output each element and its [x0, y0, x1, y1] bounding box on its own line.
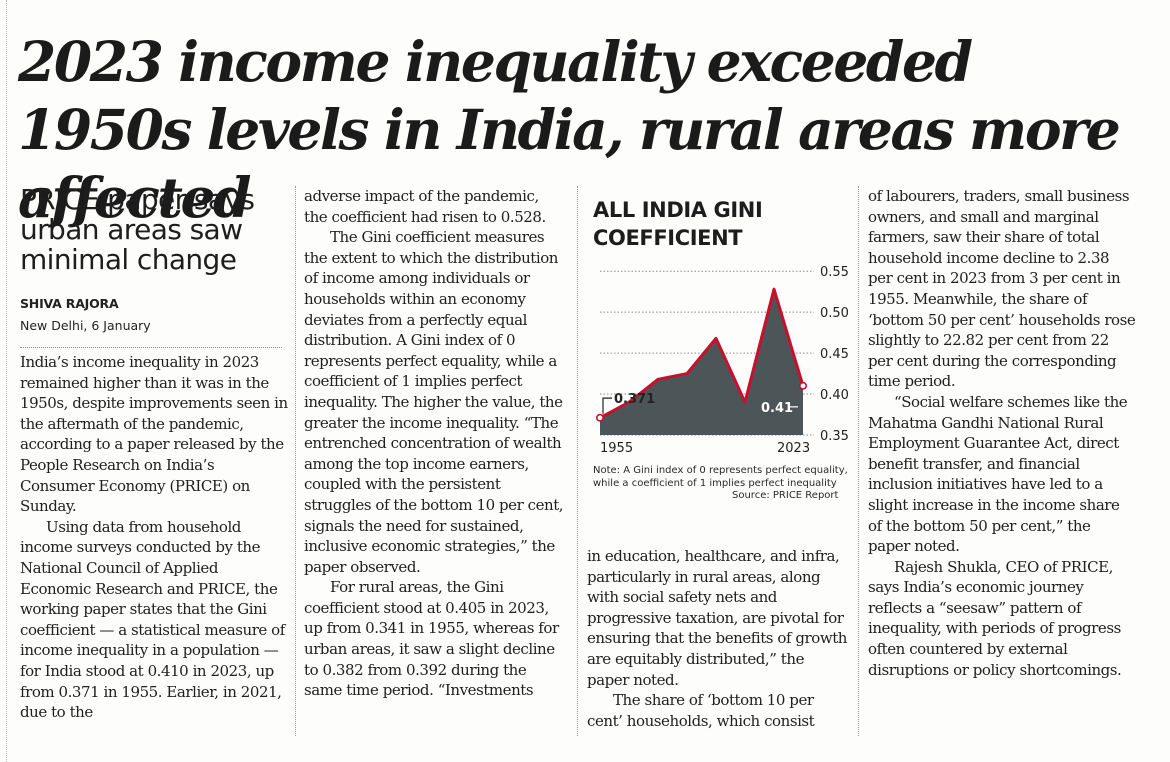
- paragraph: For rural areas, the Gini coefficient st…: [304, 578, 559, 700]
- y-tick-label: 0.55: [820, 265, 849, 280]
- paragraph: in education, healthcare, and infra, par…: [587, 547, 847, 689]
- subheadline: PRICE paper says urban areas saw minimal…: [20, 183, 255, 276]
- column-rule: [858, 186, 859, 736]
- paragraph: of labourers, traders, small business ow…: [868, 187, 1136, 391]
- start-value-label: 0.371: [614, 392, 655, 407]
- dateline: New Delhi, 6 January: [20, 318, 151, 333]
- chart-note: Note: A Gini index of 0 represents perfe…: [593, 465, 848, 489]
- paragraph: India’s income inequality in 2023 remain…: [20, 353, 288, 516]
- byline-divider: [20, 347, 282, 348]
- chart-source: Source: PRICE Report: [732, 490, 839, 501]
- chart-area-layer: [596, 287, 808, 435]
- article-column-4: of labourers, traders, small business ow…: [868, 186, 1136, 680]
- start-callout-bracket: [602, 397, 612, 414]
- paragraph: adverse impact of the pandemic, the coef…: [304, 187, 546, 226]
- page-edge-rule: [6, 0, 7, 762]
- paragraph: Using data from household income surveys…: [20, 517, 285, 722]
- paragraph: Rajesh Shukla, CEO of PRICE, says India’…: [868, 557, 1122, 679]
- y-tick-label: 0.50: [820, 306, 849, 321]
- chart-title: ALL INDIA GINI COEFFICIENT: [593, 198, 763, 250]
- y-tick-label: 0.35: [820, 429, 849, 444]
- series-line: [599, 287, 805, 420]
- paragraph: “Social welfare schemes like the Mahatma…: [868, 392, 1128, 556]
- y-tick-label: 0.45: [820, 347, 849, 362]
- chart-labels: 0.35 0.40 0.45 0.50 0.55 0.371 0.41 1955 2023: [600, 265, 849, 456]
- area-fill: [600, 289, 803, 435]
- end-point-marker: [799, 381, 808, 390]
- article-column-2: adverse impact of the pandemic, the coef…: [304, 186, 566, 701]
- article-column-1: India’s income inequality in 2023 remain…: [20, 352, 288, 723]
- x-label-end: 2023: [777, 441, 810, 456]
- article-column-3: in education, healthcare, and infra, par…: [587, 546, 849, 731]
- x-label-start: 1955: [600, 441, 633, 456]
- paragraph: The Gini coefficient measures the extent…: [304, 228, 564, 576]
- byline: SHIVA RAJORA: [20, 296, 119, 311]
- y-tick-label: 0.40: [820, 388, 849, 403]
- headline: 2023 income inequality exceeded 1950s le…: [18, 29, 1121, 230]
- start-point-marker: [596, 413, 605, 422]
- column-rule: [577, 186, 578, 736]
- paragraph: The share of ‘bottom 10 per cent’ househ…: [587, 691, 815, 730]
- end-value-label: 0.41: [761, 401, 793, 416]
- column-rule: [295, 186, 296, 736]
- gini-area-chart: 0.35 0.40 0.45 0.50 0.55 0.371 0.41 1955 2023: [596, 265, 849, 456]
